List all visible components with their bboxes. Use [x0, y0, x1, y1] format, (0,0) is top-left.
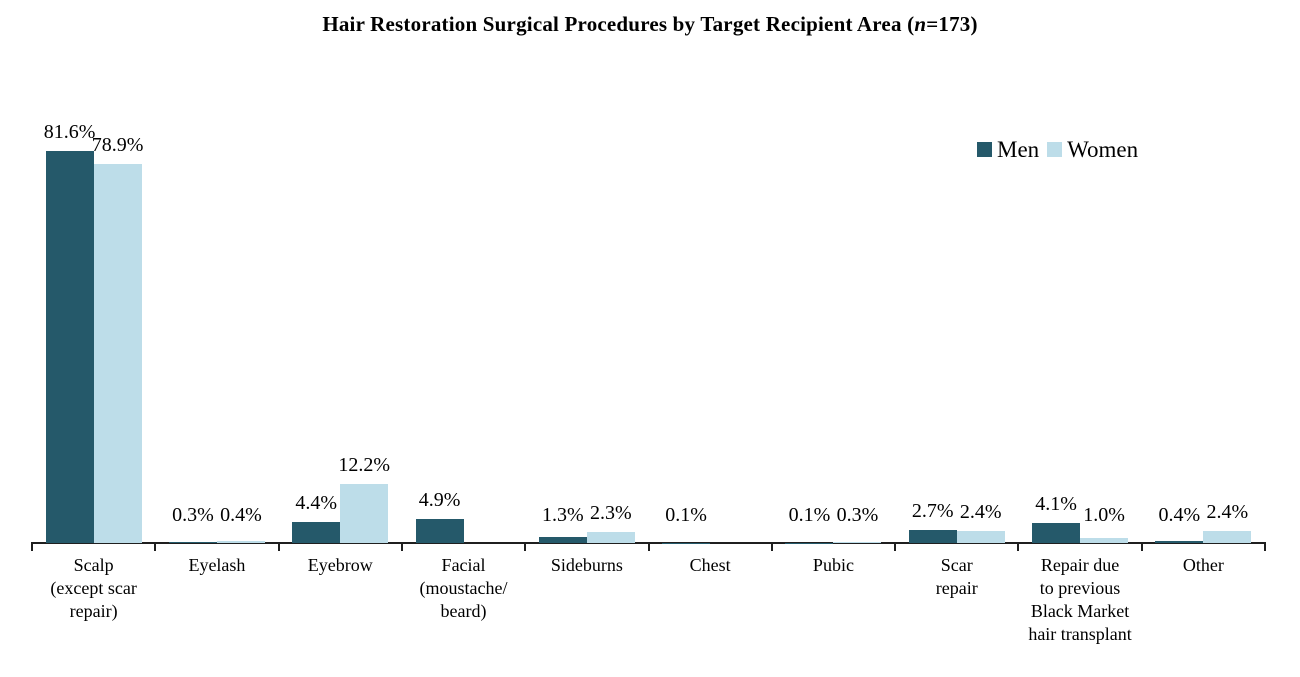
value-label-men-chest: 0.1%	[665, 504, 707, 526]
value-label-men-eyebrow: 4.4%	[295, 491, 338, 514]
bar-men-other	[1155, 541, 1204, 543]
value-label-women-eyebrow: 12.2%	[338, 454, 391, 477]
legend-swatch-men-icon	[977, 142, 992, 157]
bar-women-pubic	[833, 541, 882, 543]
bar-men-scar-repair	[908, 530, 957, 543]
bar-women-eyelash	[216, 541, 265, 543]
category-label-facial-moustache-beard: Facial (moustache/ beard)	[419, 555, 508, 621]
x-axis-tick	[1264, 542, 1266, 551]
category-label-eyelash: Eyelash	[188, 555, 246, 575]
category-label-other: Other	[1182, 555, 1224, 575]
value-label-women-repair-due-to-previous-black-market-hair-transplant: 1.0%	[1083, 504, 1125, 526]
value-label-men-facial-moustache-beard: 4.9%	[418, 489, 461, 512]
value-label-men-eyelash: 0.3%	[172, 504, 214, 526]
legend-label-women: Women	[1067, 137, 1139, 162]
x-axis-tick	[277, 542, 280, 551]
bar-women-eyebrow	[340, 484, 389, 543]
x-axis-tick	[647, 542, 650, 551]
legend-label-men: Men	[997, 137, 1040, 162]
value-label-women-sideburns: 2.3%	[590, 501, 632, 524]
bar-men-eyebrow	[292, 521, 341, 543]
value-label-women-other: 2.4%	[1206, 501, 1249, 524]
chart-title: Hair Restoration Surgical Procedures by …	[0, 12, 1300, 37]
chart-title-suffix: =173)	[926, 12, 978, 36]
legend-swatch-women-icon	[1047, 142, 1063, 157]
value-label-men-scar-repair: 2.7%	[911, 500, 954, 523]
x-axis-tick	[894, 542, 897, 551]
legend-item-women: Women	[1047, 138, 1138, 161]
value-label-women-scar-repair: 2.4%	[959, 501, 1002, 524]
value-label-men-pubic: 0.1%	[788, 504, 831, 526]
value-label-men-other: 0.4%	[1158, 504, 1201, 526]
legend-item-men: Men	[977, 138, 1039, 161]
value-label-women-eyelash: 0.4%	[220, 504, 262, 526]
category-label-scalp-except-scar-repair: Scalp (except scar repair)	[50, 555, 137, 621]
legend: Men Women	[977, 138, 1146, 161]
value-label-women-scalp-except-scar-repair: 78.9%	[91, 134, 144, 157]
bar-men-eyelash	[168, 541, 217, 543]
x-axis-tick	[154, 542, 157, 551]
x-axis-tick	[1140, 542, 1143, 551]
category-label-scar-repair: Scar repair	[935, 555, 978, 598]
value-label-men-sideburns: 1.3%	[542, 504, 584, 526]
category-label-pubic: Pubic	[812, 555, 854, 575]
bar-women-scalp-except-scar-repair	[93, 164, 142, 543]
x-axis-tick	[524, 542, 527, 551]
bar-women-repair-due-to-previous-black-market-hair-transplant	[1080, 538, 1129, 543]
bar-men-sideburns	[538, 536, 587, 543]
category-label-eyebrow: Eyebrow	[307, 555, 373, 575]
category-label-chest: Chest	[689, 555, 731, 575]
value-label-men-scalp-except-scar-repair: 81.6%	[43, 121, 96, 144]
bar-men-repair-due-to-previous-black-market-hair-transplant	[1032, 523, 1081, 543]
bar-women-sideburns	[586, 531, 635, 543]
x-axis-tick	[1017, 542, 1020, 551]
value-label-men-repair-due-to-previous-black-market-hair-transplant: 4.1%	[1035, 493, 1077, 516]
bar-men-scalp-except-scar-repair	[45, 151, 94, 543]
bar-men-facial-moustache-beard	[415, 519, 464, 543]
category-label-sideburns: Sideburns	[550, 555, 623, 575]
chart-title-prefix: Hair Restoration Surgical Procedures by …	[322, 12, 915, 36]
x-axis-tick	[31, 542, 33, 551]
value-label-women-pubic: 0.3%	[836, 504, 879, 526]
bar-women-scar-repair	[956, 531, 1005, 543]
category-label-repair-due-to-previous-black-market-hair-transplant: Repair due to previous Black Market hair…	[1028, 555, 1132, 644]
chart-title-italic-n: n	[914, 12, 927, 36]
x-axis-tick	[770, 542, 773, 551]
x-axis-tick	[400, 542, 403, 551]
bar-women-other	[1203, 531, 1252, 543]
